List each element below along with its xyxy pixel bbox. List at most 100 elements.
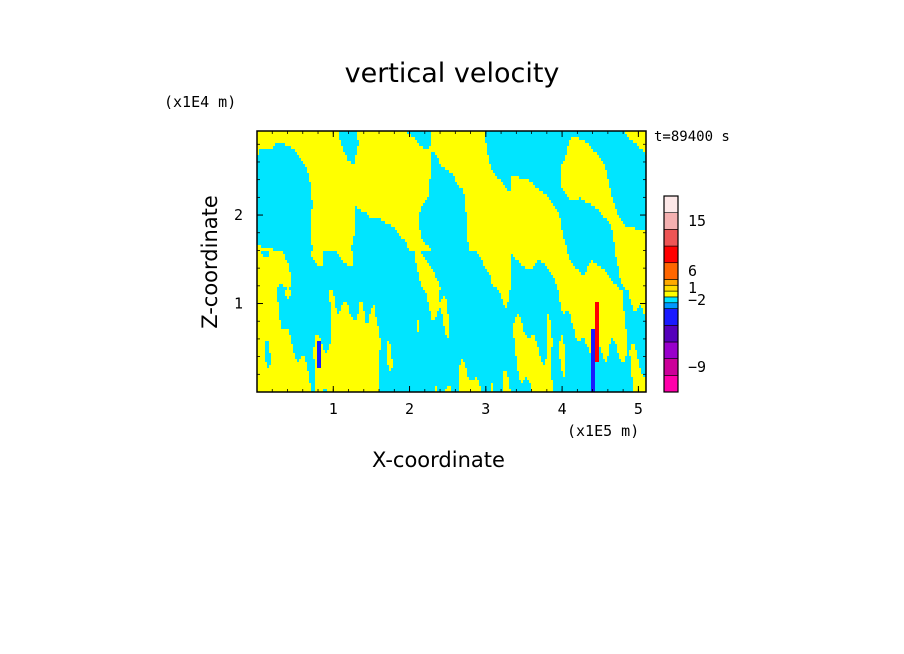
field-cell (269, 206, 272, 210)
field-cell (291, 194, 294, 198)
field-cell (281, 338, 284, 342)
field-cell (283, 194, 286, 198)
field-cell (279, 140, 282, 144)
field-cell (279, 368, 282, 372)
field-cell (293, 155, 296, 159)
field-cell (269, 338, 272, 342)
field-cell (279, 377, 282, 381)
field-cell (289, 275, 292, 279)
field-cell (261, 320, 264, 324)
field-cell (269, 221, 272, 225)
field-cell (287, 245, 290, 249)
field-cell (259, 371, 262, 375)
field-cell (261, 305, 264, 309)
field-cell (291, 239, 294, 243)
field-cell (291, 188, 294, 192)
field-cell (277, 389, 280, 392)
field-cell (277, 239, 280, 243)
field-cell (263, 197, 266, 201)
field-cell (289, 323, 292, 327)
field-cell (271, 362, 274, 366)
field-cell (263, 389, 266, 392)
field-cell (271, 374, 274, 378)
field-cell (279, 170, 282, 174)
field-cell (283, 236, 286, 240)
field-cell (289, 149, 292, 153)
field-cell (275, 236, 278, 240)
field-cell (289, 272, 292, 276)
field-cell (277, 341, 280, 345)
field-cell (291, 326, 294, 330)
field-cell (261, 200, 264, 204)
field-cell (287, 251, 290, 255)
field-cell (265, 320, 268, 324)
field-cell (271, 140, 274, 144)
field-cell (261, 188, 264, 192)
field-cell (271, 338, 274, 342)
field-cell (273, 278, 276, 282)
field-cell (289, 218, 292, 222)
field-cell (283, 341, 286, 345)
field-cell (281, 341, 284, 345)
field-cell (291, 164, 294, 168)
field-cell (261, 290, 264, 294)
field-cell (291, 191, 294, 195)
field-cell (265, 134, 268, 138)
field-cell (257, 200, 260, 204)
field-cell (259, 182, 262, 186)
field-cell (275, 377, 278, 381)
field-cell (291, 209, 294, 213)
field-cell (293, 134, 296, 138)
field-cell (283, 356, 286, 360)
field-cell (287, 365, 290, 369)
field-cell (291, 323, 294, 327)
field-cell (273, 347, 276, 351)
field-cell (289, 131, 292, 135)
field-cell (263, 338, 266, 342)
field-cell (275, 194, 278, 198)
field-cell (271, 317, 274, 321)
field-cell (291, 272, 294, 276)
field-cell (261, 323, 264, 327)
field-cell (261, 218, 264, 222)
field-cell (285, 263, 288, 267)
field-cell (277, 164, 280, 168)
field-cell (263, 254, 266, 258)
field-cell (273, 245, 276, 249)
field-cell (283, 389, 286, 392)
field-cell (267, 152, 270, 156)
field-cell (269, 275, 272, 279)
field-cell (259, 281, 262, 285)
field-cell (273, 380, 276, 384)
field-cell (287, 341, 290, 345)
field-cell (277, 161, 280, 165)
field-cell (265, 161, 268, 165)
field-cell (265, 149, 268, 153)
field-cell (277, 236, 280, 240)
field-cell (283, 197, 286, 201)
field-cell (273, 188, 276, 192)
field-cell (269, 263, 272, 267)
field-cell (283, 245, 286, 249)
field-cell (269, 140, 272, 144)
field-cell (275, 206, 278, 210)
field-cell (269, 284, 272, 288)
field-cell (265, 242, 268, 246)
field-cell (277, 218, 280, 222)
field-cell (279, 164, 282, 168)
field-cell (285, 164, 288, 168)
field-cell (285, 356, 288, 360)
field-cell (289, 326, 292, 330)
field-cell (259, 359, 262, 363)
field-cell (275, 167, 278, 171)
field-cell (261, 155, 264, 159)
field-cell (271, 257, 274, 261)
field-cell (281, 365, 284, 369)
field-cell (277, 347, 280, 351)
field-cell (291, 347, 294, 351)
field-cell (287, 317, 290, 321)
field-cell (283, 275, 286, 279)
field-cell (285, 296, 288, 300)
field-cell (283, 263, 286, 267)
field-cell (283, 248, 286, 252)
